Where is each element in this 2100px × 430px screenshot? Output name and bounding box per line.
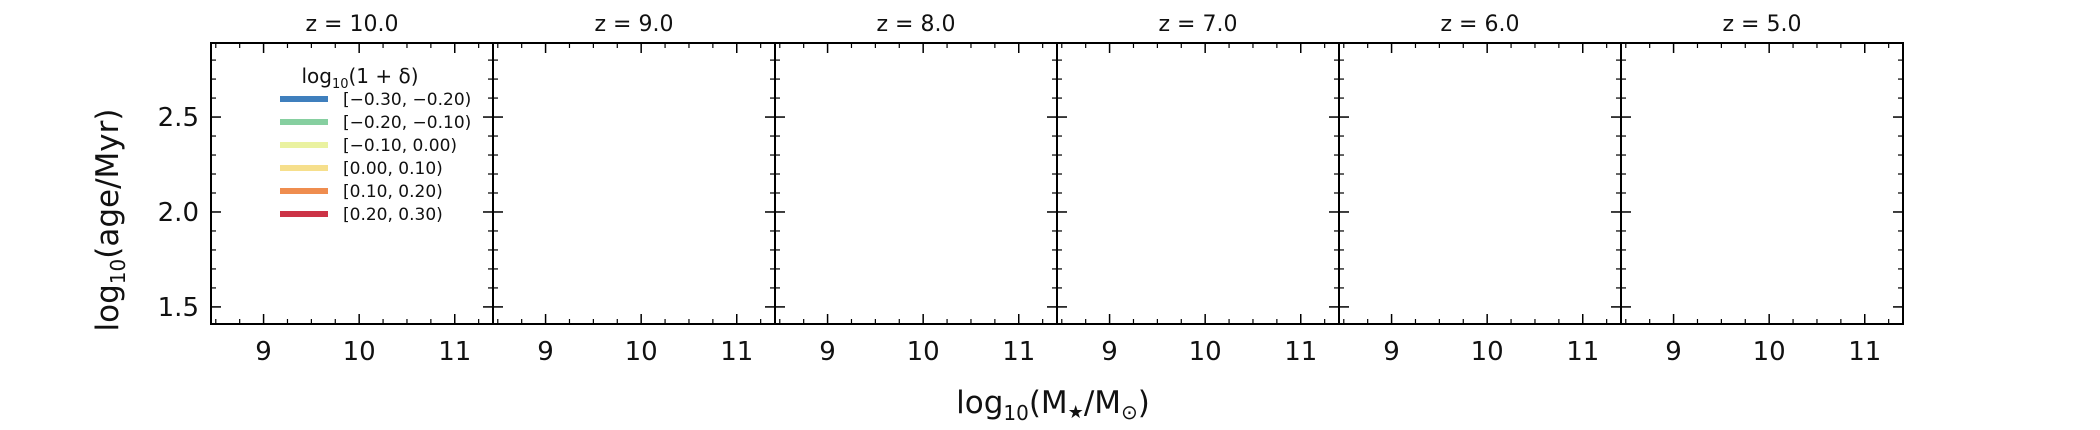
panel-4: z = 6.0 9 10 11 [1338,12,1622,367]
plot-frame [1338,42,1622,325]
panel-title: z = 9.0 [595,12,674,37]
panel-3: z = 7.0 9 10 11 [1056,12,1340,367]
legend-title: log10(1 + δ) [301,64,418,92]
panel-title: z = 7.0 [1159,12,1238,37]
legend: log10(1 + δ) [−0.30, −0.20) [−0.20, −0.10… [280,64,471,225]
x-tick-label: 9 [1383,337,1400,367]
x-tick-label: 11 [1284,337,1317,367]
panel-title: z = 10.0 [306,12,399,37]
plot-frame [492,42,776,325]
legend-entry-label: [0.20, 0.30) [343,205,443,225]
plot-frame [774,42,1058,325]
x-tick-label: 9 [1665,337,1682,367]
panel-2: z = 8.0 9 10 11 [774,12,1058,367]
x-tick-label: 11 [720,337,753,367]
x-tick-label: 9 [537,337,554,367]
panels: z = 10.09 10 111.52.02.5z = 9.09 10 11z = 8.… [158,12,1904,367]
x-tick-label: 10 [343,337,376,367]
legend-entry-label: [−0.20, −0.10) [343,113,471,133]
x-tick-label: 11 [1002,337,1035,367]
x-tick-label: 10 [1753,337,1786,367]
y-tick-label: 1.5 [158,293,199,323]
panel-title: z = 6.0 [1441,12,1520,37]
panel-title: z = 5.0 [1723,12,1802,37]
x-tick-label: 11 [1848,337,1881,367]
x-tick-label: 9 [1101,337,1118,367]
panel-1: z = 9.0 9 10 11 [492,12,776,367]
y-tick-label: 2.5 [158,103,199,133]
legend-entry-label: [0.10, 0.20) [343,182,443,202]
legend-entries: [−0.30, −0.20) [−0.20, −0.10) [−0.10, 0.00… [280,90,471,225]
legend-entry-label: [−0.10, 0.00) [343,136,457,156]
x-tick-label: 10 [907,337,940,367]
x-tick-label: 10 [1189,337,1222,367]
y-axis-label: log10(age/Myr) [90,109,130,332]
x-tick-label: 9 [819,337,836,367]
y-tick-label: 2.0 [158,198,199,228]
panel-0: z = 10.0 9 10 11 1.5 2.0 2.5 [158,12,494,367]
plot-frame [1056,42,1340,325]
x-tick-label: 11 [1566,337,1599,367]
panel-5: z = 5.0 9 10 11 [1620,12,1904,367]
legend-entry-label: [0.00, 0.10) [343,159,443,179]
plot-frame [1620,42,1904,325]
x-axis-label: log10(M★/M⊙) [956,385,1150,425]
panel-title: z = 8.0 [877,12,956,37]
x-tick-label: 9 [255,337,272,367]
x-tick-label: 11 [438,337,471,367]
x-tick-label: 10 [625,337,658,367]
x-tick-label: 10 [1471,337,1504,367]
legend-entry-label: [−0.30, −0.20) [343,90,471,110]
